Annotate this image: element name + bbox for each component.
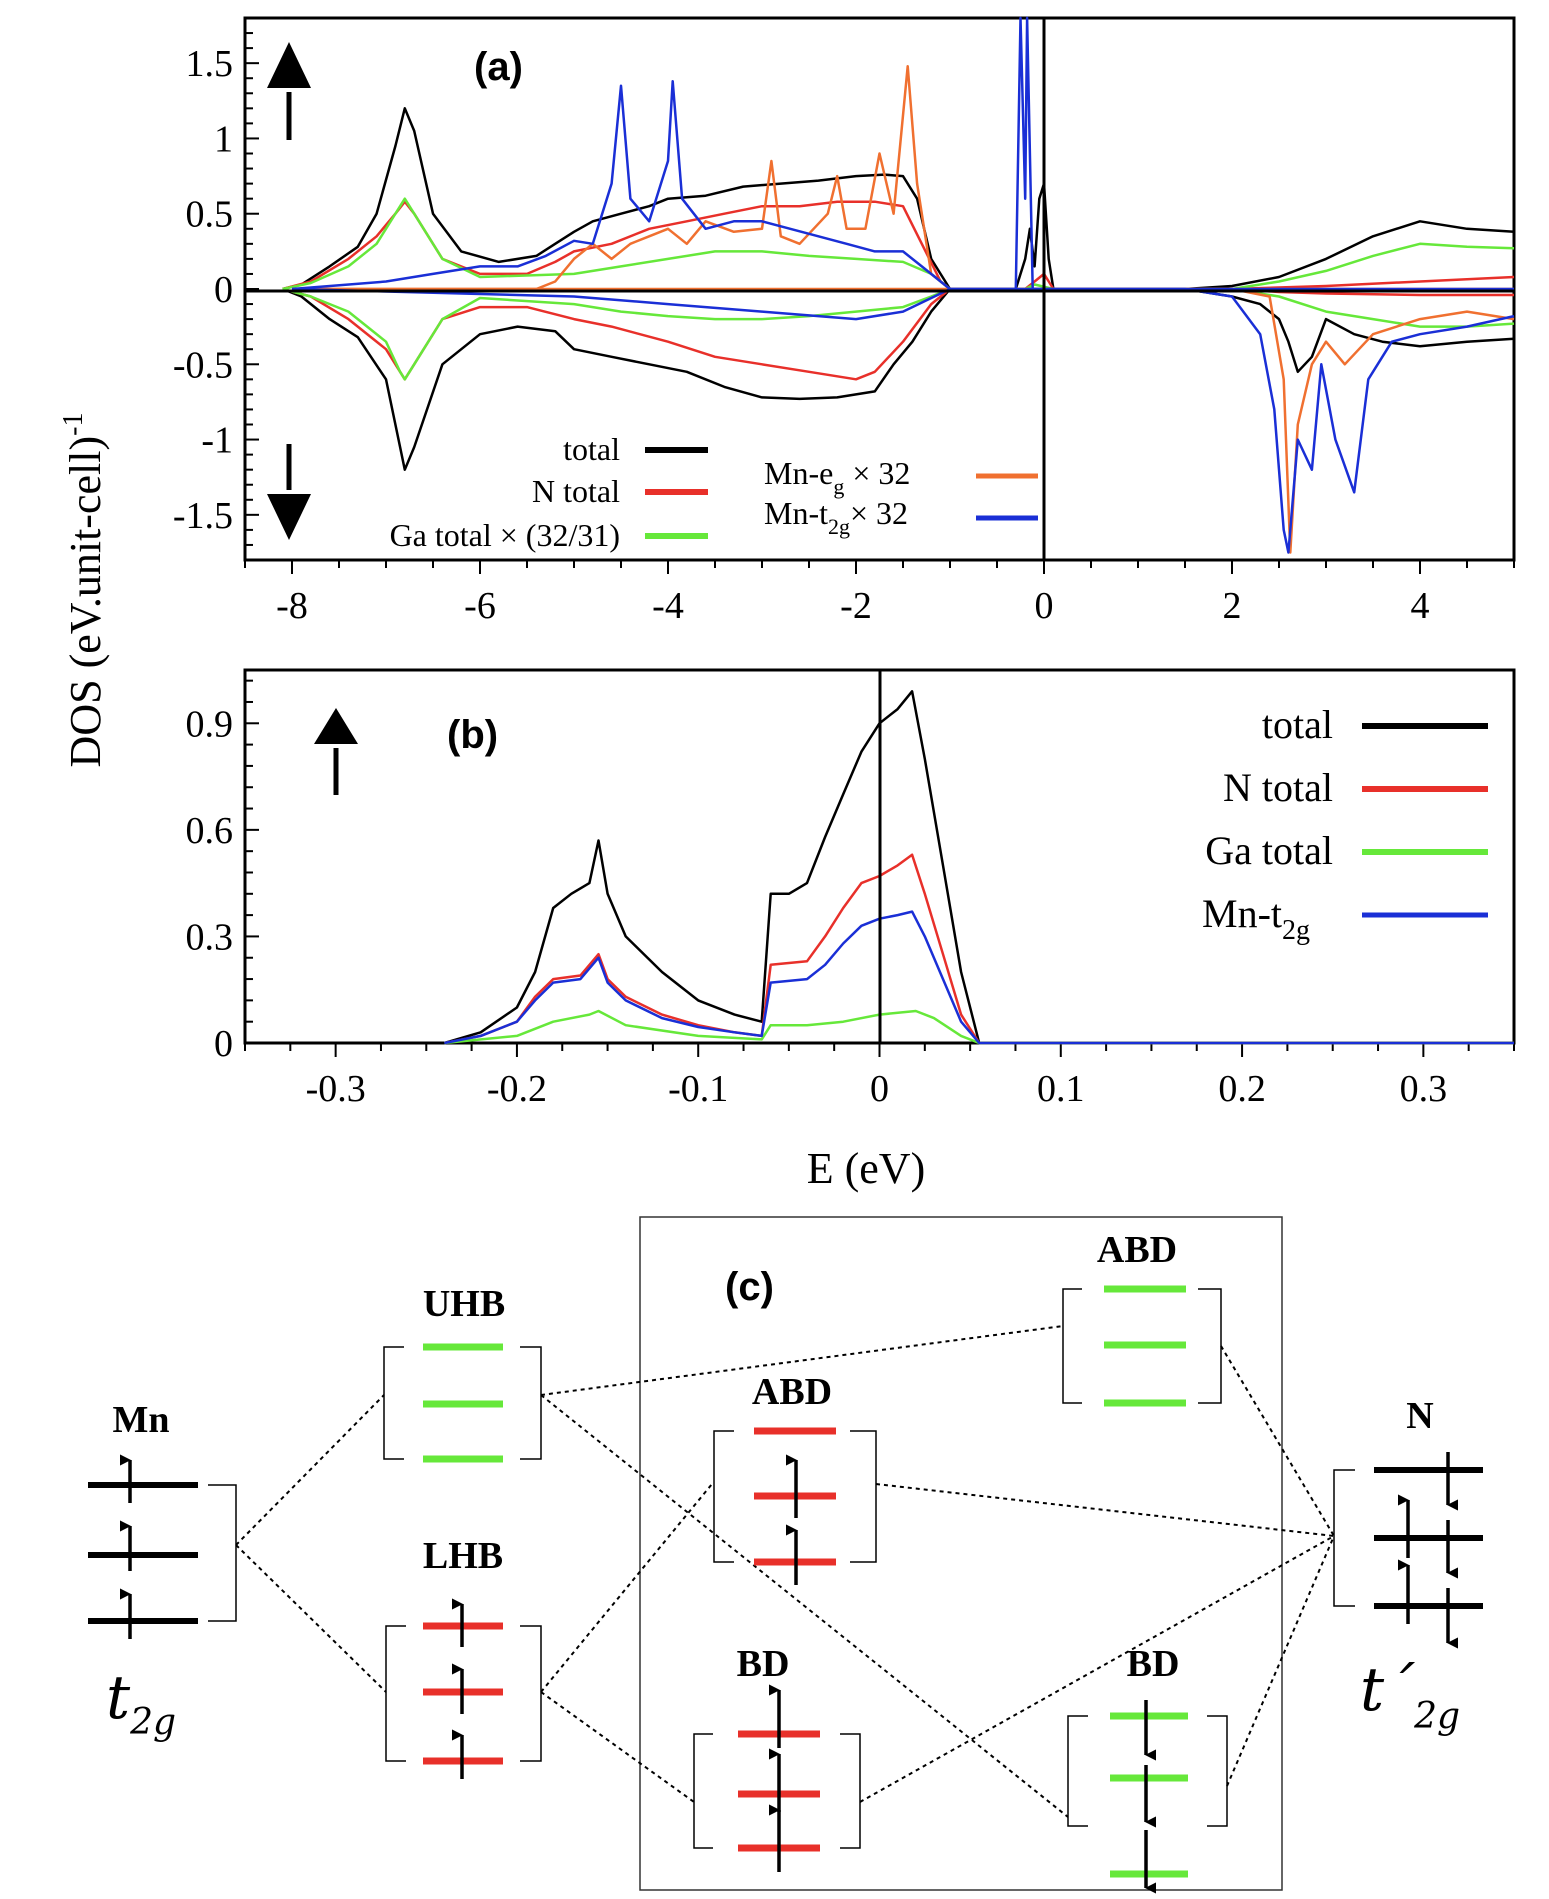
bd-right-label: BD bbox=[1127, 1643, 1180, 1685]
panel-c: (c) Mn t2g UHB bbox=[88, 1216, 1483, 1894]
x-tick-label: 0 bbox=[1035, 585, 1054, 627]
x-tick-label: 0.2 bbox=[1218, 1068, 1266, 1110]
y-tick-label: 0 bbox=[214, 1023, 233, 1065]
mn-t2g-levels bbox=[88, 1482, 237, 1624]
legend-b-gatotal-label: Ga total bbox=[1205, 828, 1333, 873]
x-tick-label: -0.2 bbox=[487, 1068, 547, 1110]
legend-a-gatotal-label: Ga total × (32/31) bbox=[390, 517, 620, 553]
x-tick-label: -0.1 bbox=[668, 1068, 728, 1110]
y-tick-label: 1.5 bbox=[186, 43, 234, 85]
panel-c-frame bbox=[639, 1216, 1283, 1891]
bd-left-levels bbox=[693, 1730, 861, 1852]
y-tick-label: 0.5 bbox=[186, 194, 234, 236]
series-ga-total-32-31--up bbox=[282, 197, 1515, 291]
series-n-total-down bbox=[282, 287, 1514, 381]
series-mn-t2g-32-down bbox=[291, 287, 1515, 554]
panel-a: -8 -6 -4 -2 0 2 4 -1.5 -1 -0.5 0 0.5 1 1.5 (a) total … bbox=[173, 16, 1516, 627]
uhb-label: UHB bbox=[423, 1283, 505, 1325]
legend-b-total-label: total bbox=[1262, 702, 1333, 747]
legend-b-ntotal-label: N total bbox=[1223, 765, 1333, 810]
series-mn-t2g bbox=[444, 910, 1514, 1045]
series-total-down bbox=[282, 287, 1515, 471]
panel-a-ticks bbox=[244, 17, 1515, 574]
panel-b-tick-labels: -0.3 -0.2 -0.1 0 0.1 0.2 0.3 0 0.3 0.6 0.9 bbox=[186, 703, 1448, 1110]
legend-b-mnt2g-label: Mn-t2g bbox=[1202, 891, 1310, 946]
x-tick-label: 0.1 bbox=[1037, 1068, 1085, 1110]
panel-label-c: (c) bbox=[725, 1265, 774, 1309]
x-tick-label: 2 bbox=[1223, 585, 1242, 627]
panel-label-a: (a) bbox=[474, 45, 523, 89]
bd-right-levels bbox=[1067, 1712, 1228, 1878]
legend-a-left: total N total Ga total × (32/31) bbox=[390, 431, 708, 553]
y-tick-label: -1 bbox=[201, 420, 233, 462]
series-mn-eg-32-up bbox=[292, 64, 1514, 291]
x-tick-label: -4 bbox=[652, 585, 684, 627]
legend-a-mneg-label: Mn-eg × 32 bbox=[764, 455, 910, 499]
series-ga-total bbox=[444, 1009, 1514, 1045]
up-arrow-icon bbox=[314, 708, 358, 795]
panel-label-b: (b) bbox=[447, 713, 498, 757]
bd-left-label: BD bbox=[737, 1643, 790, 1685]
connection-lines bbox=[235, 1325, 1335, 1818]
panel-b-ticks bbox=[244, 679, 1515, 1057]
x-tick-label: 0 bbox=[870, 1068, 889, 1110]
series-total bbox=[444, 690, 1514, 1045]
legend-a-ntotal-label: N total bbox=[532, 473, 620, 509]
series-n-total bbox=[444, 853, 1514, 1045]
uhb-levels bbox=[383, 1343, 542, 1463]
y-tick-label: -1.5 bbox=[173, 495, 233, 537]
abd-right-label: ABD bbox=[1097, 1229, 1177, 1271]
n-t2g-levels bbox=[1333, 1467, 1483, 1609]
y-tick-label: 0 bbox=[214, 269, 233, 311]
lhb-label: LHB bbox=[423, 1535, 503, 1577]
legend-b: total N total Ga total Mn-t2g bbox=[1202, 702, 1488, 946]
x-tick-label: -0.3 bbox=[306, 1068, 366, 1110]
panel-b: -0.3 -0.2 -0.1 0 0.1 0.2 0.3 0 0.3 0.6 0.9 (b) tot… bbox=[186, 668, 1516, 1193]
x-tick-label: -6 bbox=[464, 585, 496, 627]
legend-a-mnt2g-label: Mn-t2g× 32 bbox=[764, 495, 908, 539]
t2g-prime-label: t´2g bbox=[1360, 1655, 1460, 1737]
y-tick-label: 0.3 bbox=[186, 916, 234, 958]
legend-a-total-label: total bbox=[563, 431, 620, 467]
n-label: N bbox=[1406, 1395, 1433, 1437]
abd-right-levels bbox=[1062, 1285, 1222, 1407]
x-tick-label: -8 bbox=[276, 585, 308, 627]
y-tick-label: -0.5 bbox=[173, 344, 233, 386]
t2g-label: t2g bbox=[106, 1663, 176, 1743]
series-n-total-up bbox=[282, 200, 1515, 291]
panel-a-tick-labels: -8 -6 -4 -2 0 2 4 -1.5 -1 -0.5 0 0.5 1 1.5 bbox=[173, 43, 1430, 627]
y-axis-title: DOS (eV.unit-cell)-1 bbox=[58, 413, 110, 768]
y-tick-label: 0.9 bbox=[186, 703, 234, 745]
x-axis-title: E (eV) bbox=[807, 1144, 926, 1193]
mn-label: Mn bbox=[113, 1399, 170, 1441]
x-tick-label: 0.3 bbox=[1400, 1068, 1448, 1110]
down-arrow-icon bbox=[267, 444, 311, 540]
x-tick-label: -2 bbox=[840, 585, 872, 627]
panel-a-series bbox=[282, 16, 1515, 554]
up-arrow-icon bbox=[267, 42, 311, 140]
y-tick-label: 0.6 bbox=[186, 810, 234, 852]
y-tick-label: 1 bbox=[214, 118, 233, 160]
panel-b-series bbox=[444, 690, 1514, 1045]
abd-left-label: ABD bbox=[752, 1371, 832, 1413]
series-ga-total-32-31--down bbox=[282, 287, 1515, 381]
series-mn-eg-32-down bbox=[292, 287, 1515, 554]
legend-a-right: Mn-eg × 32 Mn-t2g× 32 bbox=[764, 455, 1038, 539]
x-tick-label: 4 bbox=[1411, 585, 1430, 627]
